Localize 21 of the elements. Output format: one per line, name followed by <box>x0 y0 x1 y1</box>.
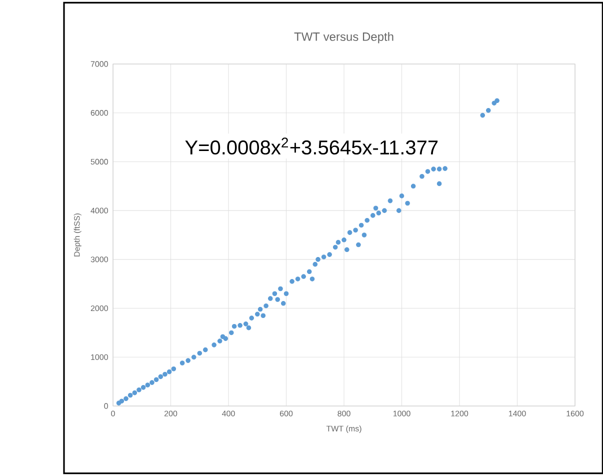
y-tick-label: 7000 <box>90 61 108 67</box>
y-tick-label: 4000 <box>90 208 108 214</box>
y-tick-label: 0 <box>104 403 108 409</box>
y-tick-label: 5000 <box>90 158 108 165</box>
x-tick-label: 1600 <box>566 410 584 416</box>
x-tick-label: 1400 <box>508 410 526 416</box>
x-tick-label: 1200 <box>451 410 468 416</box>
x-tick-label: 600 <box>280 410 293 416</box>
x-tick-label: 0 <box>111 410 115 416</box>
chart-title: TWT versus Depth <box>294 32 394 44</box>
x-tick-label: 400 <box>222 410 235 416</box>
x-tick-label: 200 <box>164 410 178 416</box>
y-axis-title: Depth (ftSS) <box>74 213 82 256</box>
annotation: Y=0.0008x$^{2}$+3.5645x-11.377 <box>185 138 438 155</box>
x-tick-label: 1000 <box>393 410 410 416</box>
y-tick-label: 2000 <box>90 305 108 312</box>
y-tick-label: 3000 <box>90 256 108 262</box>
y-tick-label: 1000 <box>91 354 108 360</box>
y-tick-label: 6000 <box>90 110 108 116</box>
x-axis-title: TWT (ms) <box>326 426 362 433</box>
x-tick-label: 800 <box>338 410 350 416</box>
